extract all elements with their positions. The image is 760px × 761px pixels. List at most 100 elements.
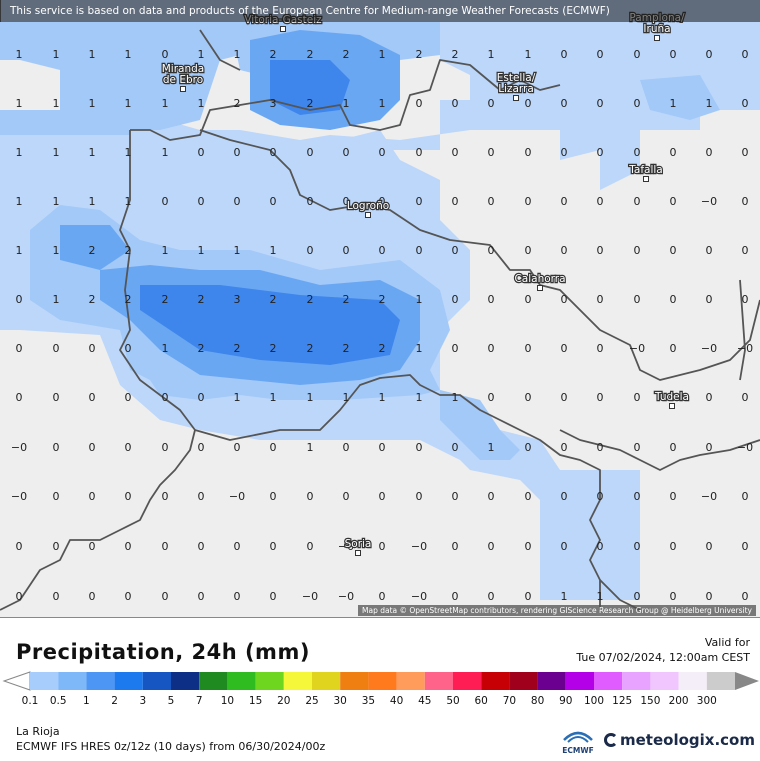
grid-value: 0 [452, 540, 459, 553]
grid-value: 0 [234, 441, 241, 454]
grid-value: 0 [561, 244, 568, 257]
grid-value: 0 [16, 342, 23, 355]
grid-value: 0 [488, 391, 495, 404]
grid-value: 0 [162, 195, 169, 208]
grid-value: 1 [16, 146, 23, 159]
scale-swatch [199, 672, 228, 690]
grid-value: 0 [234, 146, 241, 159]
grid-value: 0 [270, 490, 277, 503]
grid-value: 0 [53, 441, 60, 454]
map-attribution[interactable]: Map data © OpenStreetMap contributors, r… [358, 605, 756, 616]
grid-value: 1 [89, 195, 96, 208]
grid-value: 0 [488, 540, 495, 553]
grid-value: 0 [742, 391, 749, 404]
grid-value: −0 [701, 490, 717, 503]
scale-swatch [424, 672, 453, 690]
grid-value: 0 [742, 590, 749, 603]
grid-value: 0 [198, 590, 205, 603]
grid-value: 1 [53, 146, 60, 159]
grid-value: −0 [737, 342, 753, 355]
city-name: Tudela [654, 391, 689, 403]
grid-value: 1 [198, 244, 205, 257]
grid-value: 0 [452, 590, 459, 603]
scale-label: 1 [83, 695, 90, 707]
precipitation-map[interactable]: 1 1 1 1 0 1 1 2 2 2 1 2 2 1 1 0 0 0 0 0 0 1 1 1 1 1 1 2 3 2 1 1 0 0 0 0 0 0 0 1… [0, 0, 760, 617]
scale-swatch [453, 672, 482, 690]
scale-label: 45 [418, 695, 431, 707]
scale-swatch [396, 672, 425, 690]
grid-value: 0 [488, 342, 495, 355]
grid-value: 1 [162, 342, 169, 355]
borders [0, 0, 760, 611]
city-label[interactable]: Soria [343, 537, 373, 556]
scale-label: 0.5 [50, 695, 67, 707]
city-label[interactable]: Tafalla [627, 163, 664, 182]
scale-swatch [312, 672, 341, 690]
scale-label: 60 [475, 695, 488, 707]
city-label[interactable]: Tudela [653, 390, 690, 409]
grid-value: 0 [53, 342, 60, 355]
grid-value: 2 [343, 48, 350, 61]
scale-swatch [171, 672, 200, 690]
grid-value: 0 [379, 490, 386, 503]
grid-value: 0 [307, 146, 314, 159]
scale-swatch [30, 672, 59, 690]
scale-swatch [594, 672, 623, 690]
grid-value: −0 [338, 590, 354, 603]
scale-label: 15 [249, 695, 262, 707]
grid-value: −0 [338, 540, 354, 553]
grid-value: 2 [452, 48, 459, 61]
scale-label: 7 [196, 695, 203, 707]
grid-value: −0 [629, 342, 645, 355]
city-marker [280, 26, 286, 32]
grid-value: 0 [379, 146, 386, 159]
city-name: Estella/ [497, 72, 536, 84]
grid-value: 0 [89, 490, 96, 503]
grid-value: 0 [706, 391, 713, 404]
city-marker [654, 35, 660, 41]
grid-value: 2 [379, 293, 386, 306]
grid-value: 0 [452, 195, 459, 208]
grid-value: 1 [89, 48, 96, 61]
grid-value: 0 [670, 48, 677, 61]
grid-value: 0 [307, 490, 314, 503]
grid-value: 1 [525, 48, 532, 61]
grid-value: 1 [162, 244, 169, 257]
scale-label: 100 [584, 695, 604, 707]
grid-value: −0 [737, 441, 753, 454]
region-name: La Rioja [16, 725, 60, 738]
city-marker [355, 550, 361, 556]
city-label[interactable]: Logroño [346, 199, 390, 218]
grid-value: 0 [525, 97, 532, 110]
grid-value: 0 [53, 391, 60, 404]
grid-value: 0 [488, 590, 495, 603]
grid-value: 0 [125, 441, 132, 454]
grid-value: 0 [561, 195, 568, 208]
scale-label: 25 [305, 695, 318, 707]
grid-value: 0 [416, 441, 423, 454]
grid-value: 2 [379, 342, 386, 355]
grid-value: 0 [634, 490, 641, 503]
city-name: Logroño [347, 200, 389, 212]
chart-title: Precipitation, 24h (mm) [16, 640, 310, 664]
grid-value: 3 [234, 293, 241, 306]
city-name: Calahorra [514, 273, 565, 285]
grid-value: 1 [379, 97, 386, 110]
city-label[interactable]: Calahorra [513, 272, 567, 291]
brand-name[interactable]: meteologix.com [604, 731, 755, 749]
scale-label: 50 [446, 695, 459, 707]
grid-value: 0 [162, 391, 169, 404]
grid-value: 0 [343, 490, 350, 503]
city-label[interactable]: Estella/Lizarra [496, 71, 537, 101]
grid-value: 0 [561, 146, 568, 159]
grid-value: 0 [379, 590, 386, 603]
grid-value: 2 [198, 293, 205, 306]
grid-value: 1 [53, 244, 60, 257]
grid-value: 0 [53, 540, 60, 553]
scale-label: 70 [503, 695, 516, 707]
city-marker [180, 86, 186, 92]
scale-label: 40 [390, 695, 403, 707]
city-marker [643, 176, 649, 182]
scale-label: 20 [277, 695, 290, 707]
